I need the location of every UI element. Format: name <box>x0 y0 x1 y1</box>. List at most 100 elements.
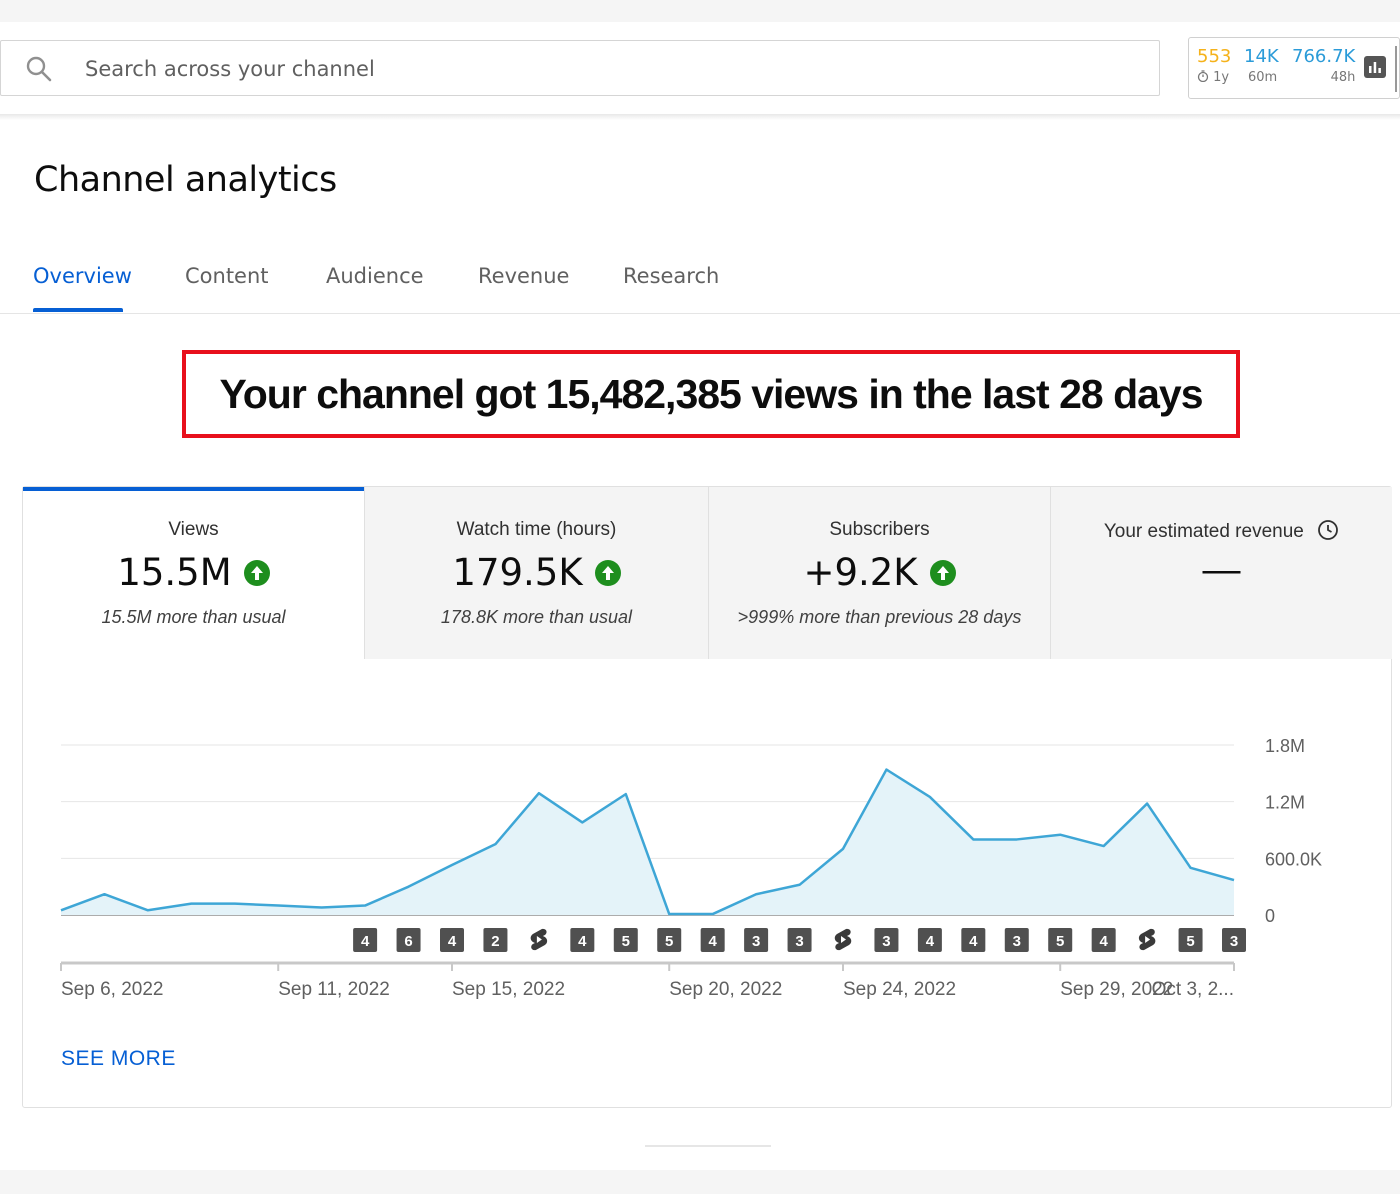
tab-audience[interactable]: Audience <box>326 264 424 288</box>
page-title: Channel analytics <box>34 160 337 200</box>
divider <box>1050 487 1051 659</box>
upload-count-label: 4 <box>1099 933 1108 950</box>
upload-count-badge <box>570 928 595 952</box>
shorts-icon <box>834 928 852 951</box>
stat-48h: 766.7K 48h <box>1292 46 1355 85</box>
x-tick-label: Sep 24, 2022 <box>843 979 956 1000</box>
metric-value: 179.5K <box>452 551 583 594</box>
metric-tab-subscribers[interactable]: Subscribers +9.2K >999% more than previo… <box>709 487 1050 659</box>
metric-tab-revenue[interactable]: Your estimated revenue — <box>1051 487 1392 659</box>
stat-value: 553 <box>1197 46 1232 67</box>
upload-count-badge <box>744 928 769 952</box>
x-tick-label: Sep 29, 2022 <box>1060 979 1173 1000</box>
upload-count-label: 5 <box>1186 933 1194 950</box>
metric-value: +9.2K <box>803 551 918 594</box>
views-area <box>61 769 1234 915</box>
upload-count-label: 3 <box>882 933 890 950</box>
stat-value: 766.7K <box>1292 46 1356 67</box>
y-tick-label: 600.0K <box>1265 849 1322 869</box>
x-tick-label: Oct 3, 2... <box>1152 979 1234 1000</box>
upload-count-badge <box>1222 928 1246 952</box>
stat-lifetime: 553 1y <box>1197 46 1231 85</box>
divider <box>364 487 365 659</box>
search-input[interactable]: Search across your channel <box>85 57 375 81</box>
header-divider <box>0 114 1400 120</box>
shorts-icon <box>530 928 548 951</box>
metric-comparison: >999% more than previous 28 days <box>737 607 1022 627</box>
see-more-link[interactable]: SEE MORE <box>61 1047 176 1070</box>
upload-count-label: 5 <box>665 933 673 950</box>
metric-comparison: 15.5M more than usual <box>101 607 286 627</box>
upload-count-badge <box>483 928 508 952</box>
y-tick-label: 1.2M <box>1265 793 1305 813</box>
stat-period: 1y <box>1213 70 1230 85</box>
metric-tab-views[interactable]: Views 15.5M 15.5M more than usual <box>23 487 364 659</box>
upload-count-label: 3 <box>1013 933 1021 950</box>
upload-count-badge <box>613 928 638 952</box>
upload-count-badge <box>353 928 378 952</box>
upload-count-badge <box>1048 928 1073 952</box>
upload-count-label: 3 <box>1230 933 1238 950</box>
upload-count-badge <box>874 928 899 952</box>
active-tab-indicator <box>33 308 123 312</box>
upload-count-badge <box>1004 928 1029 952</box>
upload-count-badge <box>1091 928 1116 952</box>
metric-label: Subscribers <box>829 519 930 540</box>
realtime-stats-widget[interactable]: 553 1y 14K 60m 766.7K 48h <box>1188 37 1400 99</box>
upload-count-label: 4 <box>926 933 935 950</box>
tab-overview[interactable]: Overview <box>33 264 132 288</box>
stat-value: 14K <box>1244 46 1279 67</box>
y-tick-label: 0 <box>1265 906 1275 926</box>
upload-count-label: 2 <box>491 933 499 950</box>
upload-count-label: 4 <box>969 933 978 950</box>
metric-value: 15.5M <box>117 551 232 594</box>
bar-chart-icon[interactable] <box>1364 56 1386 78</box>
upload-count-badge <box>787 928 812 952</box>
metric-tab-watch-time[interactable]: Watch time (hours) 179.5K 178.8K more th… <box>365 487 708 659</box>
shorts-icon <box>1138 928 1156 951</box>
upload-count-label: 6 <box>404 933 412 950</box>
trend-up-icon <box>594 559 621 586</box>
upload-count-label: 4 <box>448 933 457 950</box>
upload-count-label: 3 <box>795 933 803 950</box>
upload-count-badge <box>700 928 725 952</box>
upload-count-label: 3 <box>752 933 760 950</box>
headline-highlight: Your channel got 15,482,385 views in the… <box>182 350 1240 438</box>
headline-text: Your channel got 15,482,385 views in the… <box>219 370 1203 417</box>
clock-icon <box>1318 520 1339 540</box>
timer-icon <box>1197 70 1209 83</box>
upload-count-badge <box>396 928 421 952</box>
metric-comparison: 178.8K more than usual <box>440 607 633 627</box>
tab-content[interactable]: Content <box>185 264 269 288</box>
upload-count-label: 4 <box>361 933 370 950</box>
search-bar[interactable]: Search across your channel <box>0 40 1160 96</box>
upload-count-label: 4 <box>708 933 717 950</box>
x-tick-label: Sep 20, 2022 <box>669 979 782 1000</box>
stat-period: 60m <box>1248 70 1278 85</box>
stat-period: 48h <box>1330 70 1356 85</box>
upload-count-badge <box>1178 928 1203 952</box>
selected-metric-indicator <box>23 487 364 491</box>
divider <box>1395 46 1397 92</box>
window-bottom-strip <box>0 1170 1400 1194</box>
metric-label: Watch time (hours) <box>456 519 617 540</box>
x-tick-label: Sep 6, 2022 <box>61 979 163 1000</box>
upload-count-badge <box>657 928 682 952</box>
divider <box>708 487 709 659</box>
upload-count-badge <box>917 928 942 952</box>
stat-60m: 14K 60m <box>1244 46 1279 85</box>
trend-up-icon <box>929 559 956 586</box>
y-tick-label: 1.8M <box>1265 736 1305 756</box>
metric-label: Your estimated revenue <box>1103 521 1304 542</box>
upload-count-badge <box>440 928 464 952</box>
tab-revenue[interactable]: Revenue <box>478 264 570 288</box>
tab-bar: Overview Content Audience Revenue Resear… <box>0 250 1400 314</box>
metric-label: Views <box>168 519 219 540</box>
upload-count-badge <box>961 928 986 952</box>
window-top-strip <box>0 0 1400 22</box>
overview-card: Views 15.5M 15.5M more than usual Watch … <box>22 486 1392 1108</box>
x-tick-label: Sep 15, 2022 <box>452 979 565 1000</box>
views-chart[interactable]: 0 600.0K 1.2M 1.8M 4 6 4 2 4 5 5 4 3 3 3 4 4 3 5 4 5 3 Sep 6, … <box>23 487 1391 1027</box>
tab-research[interactable]: Research <box>623 264 720 288</box>
